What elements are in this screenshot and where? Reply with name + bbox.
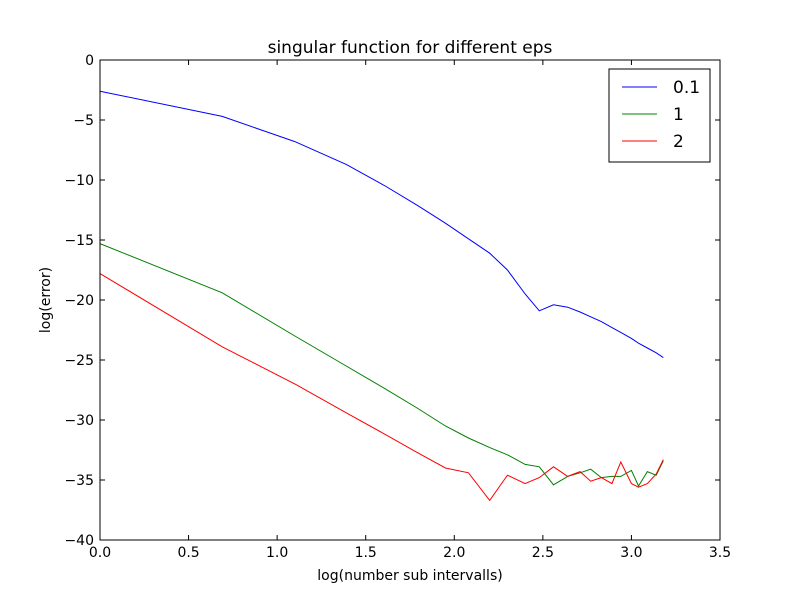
y-tick-label: −35 (64, 473, 94, 489)
y-tick-label: −5 (73, 113, 94, 129)
legend-label-0: 0.1 (673, 78, 700, 98)
x-tick-label: 1.5 (355, 545, 377, 561)
x-tick-label: 0.0 (89, 545, 111, 561)
legend-box (608, 68, 711, 163)
legend-label-2: 2 (673, 132, 684, 152)
series-line-0 (99, 90, 664, 359)
y-tick-label: −15 (64, 233, 94, 249)
y-tick-label: −25 (64, 353, 94, 369)
x-tick-label: 3.5 (709, 545, 731, 561)
x-axis-label: log(number sub intervalls) (317, 568, 502, 584)
series-line-1 (99, 243, 664, 488)
x-tick-label: 1.0 (266, 545, 288, 561)
x-tick-label: 2.0 (443, 545, 465, 561)
x-tick-label: 0.5 (177, 545, 199, 561)
x-tick-label: 3.0 (620, 545, 642, 561)
legend: 0.1 1 2 (608, 68, 711, 163)
x-axis: 0.0 0.5 1.0 1.5 2.0 2.5 3.0 3.5 (89, 60, 731, 561)
series-line-2 (99, 273, 664, 502)
y-tick-label: −40 (64, 533, 94, 549)
chart-title: singular function for different eps (268, 38, 553, 58)
x-tick-label: 2.5 (532, 545, 554, 561)
y-tick-label: −10 (64, 173, 94, 189)
y-tick-label: 0 (85, 53, 94, 69)
y-axis: 0 −5 −10 −15 −20 −25 −30 −35 −40 (64, 53, 720, 549)
legend-label-1: 1 (673, 105, 684, 125)
y-tick-label: −30 (64, 413, 94, 429)
y-axis-label: log(error) (38, 267, 54, 333)
y-tick-label: −20 (64, 293, 94, 309)
series-lines (99, 90, 664, 502)
